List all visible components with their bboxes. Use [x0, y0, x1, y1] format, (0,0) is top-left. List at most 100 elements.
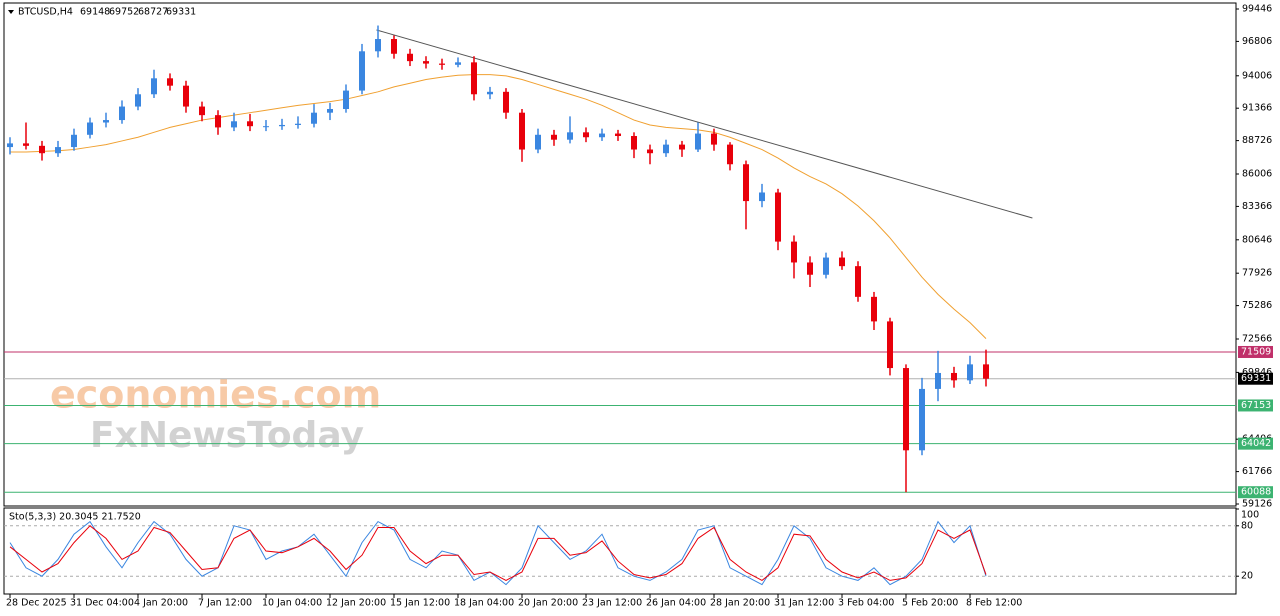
indicator-label: Sto(5,3,3) 20.3045 21.7520: [9, 512, 141, 523]
x-tick-label: 12 Jan 20:00: [326, 598, 386, 609]
candle-body: [407, 53, 413, 62]
price-label: 60088: [1241, 487, 1271, 498]
menu-arrow[interactable]: [8, 10, 14, 14]
y-tick-label: 91366: [1242, 103, 1272, 114]
candle-body: [103, 120, 109, 123]
candle-body: [871, 296, 877, 322]
stoch-tick-label: 20: [1241, 571, 1253, 582]
candle-body: [423, 61, 429, 64]
candle-body: [567, 132, 573, 140]
price-label: 71509: [1241, 346, 1271, 357]
ohlc-open: 69148: [80, 7, 110, 18]
candle-body: [695, 133, 701, 150]
x-tick-label: 31 Jan 12:00: [774, 598, 834, 609]
candle-body: [983, 364, 989, 379]
y-tick-label: 69846: [1242, 367, 1272, 378]
candle-body: [727, 144, 733, 165]
price-label: 67153: [1241, 400, 1271, 411]
y-tick-label: 77926: [1242, 268, 1272, 279]
symbol: BTCUSD,H4: [18, 7, 73, 18]
ohlc-close: 69331: [166, 7, 196, 18]
candle-body: [135, 94, 141, 107]
candle-body: [711, 133, 717, 145]
price-label-box: [1238, 345, 1273, 358]
stoch-line: [9, 525, 987, 581]
candle-body: [55, 147, 61, 154]
candle-body: [391, 39, 397, 54]
candle-body: [663, 144, 669, 154]
candle-body: [199, 106, 205, 116]
candle-body: [231, 121, 237, 128]
x-tick-label: 23 Jan 12:00: [582, 598, 642, 609]
y-tick-label: 96806: [1242, 36, 1272, 47]
y-tick-label: 88726: [1242, 135, 1272, 146]
price-label-box: [1238, 486, 1273, 499]
x-tick-label: 3 Feb 04:00: [838, 598, 894, 609]
y-tick-label: 59126: [1242, 499, 1272, 510]
price-label: 64042: [1241, 438, 1271, 449]
price-label-box: [1238, 399, 1273, 412]
candle-body: [807, 262, 813, 275]
x-tick-label: 15 Jan 12:00: [390, 598, 450, 609]
candle-body: [855, 266, 861, 297]
price-label-box: [1238, 437, 1273, 450]
candle-body: [583, 132, 589, 138]
candle-body: [455, 62, 461, 65]
candle-body: [247, 121, 253, 127]
ohlc-high: 69752: [109, 7, 139, 18]
x-tick-label: 20 Jan 20:00: [518, 598, 578, 609]
x-tick-label: 26 Jan 04:00: [646, 598, 706, 609]
x-tick-label: 10 Jan 04:00: [262, 598, 322, 609]
candle-body: [887, 321, 893, 369]
y-tick-label: 94006: [1242, 70, 1272, 81]
candle-body: [903, 368, 909, 451]
stoch-line: [9, 520, 987, 586]
candle-body: [87, 122, 93, 135]
candle-body: [7, 143, 13, 148]
candle-body: [503, 91, 509, 113]
candle-body: [183, 85, 189, 107]
candle-body: [311, 112, 317, 124]
moving-average: [10, 74, 987, 339]
x-tick-label: 31 Dec 04:00: [70, 598, 134, 609]
candle-body: [535, 134, 541, 150]
candle-body: [471, 62, 477, 95]
x-tick-label: 7 Jan 12:00: [198, 598, 252, 609]
candle-body: [839, 257, 845, 267]
candle-body: [615, 133, 621, 137]
candle-body: [359, 51, 365, 91]
y-tick-label: 72566: [1242, 334, 1272, 345]
candle-body: [151, 78, 157, 95]
price-label: 69331: [1241, 373, 1271, 384]
stoch-tick-label: 80: [1241, 520, 1253, 531]
candle-body: [791, 241, 797, 263]
candle-body: [39, 145, 45, 154]
candle-body: [119, 106, 125, 121]
candle-body: [647, 149, 653, 154]
y-tick-label: 86006: [1242, 168, 1272, 179]
candle-body: [215, 115, 221, 128]
candle-body: [951, 372, 957, 381]
candle-body: [279, 124, 285, 127]
candle-body: [343, 90, 349, 110]
candle-body: [295, 123, 301, 125]
candle-body: [759, 192, 765, 202]
x-tick-label: 28 Jan 20:00: [710, 598, 770, 609]
candle-body: [775, 192, 781, 242]
trendline: [376, 29, 1033, 219]
stoch-panel: [3, 507, 1237, 595]
candle-body: [551, 134, 557, 140]
candle-body: [743, 164, 749, 202]
candle-body: [23, 143, 29, 146]
main-panel: [3, 2, 1237, 507]
price-label-box: [1238, 372, 1273, 385]
watermark: economies.com: [50, 373, 381, 417]
candle-body: [679, 144, 685, 150]
candle-body: [599, 133, 605, 138]
candle-body: [519, 112, 525, 150]
y-tick-label: 83366: [1242, 201, 1272, 212]
candle-body: [375, 39, 381, 52]
y-tick-label: 61766: [1242, 466, 1272, 477]
x-tick-label: 18 Jan 04:00: [454, 598, 514, 609]
